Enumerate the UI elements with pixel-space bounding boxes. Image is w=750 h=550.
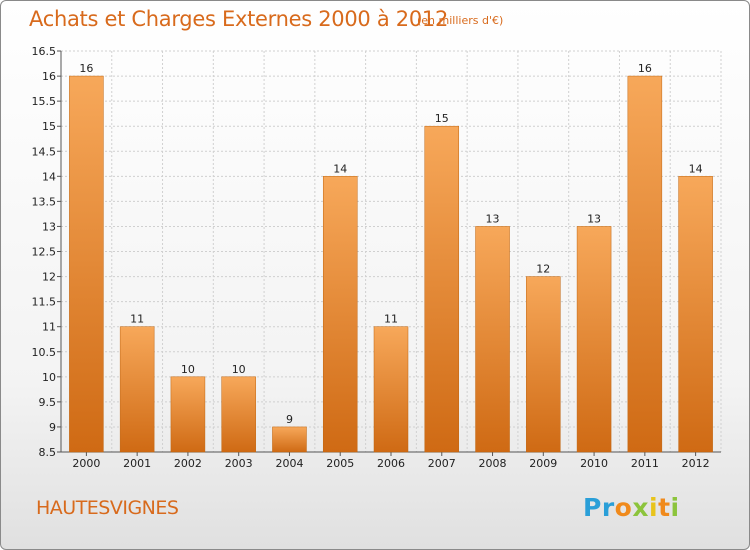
y-tick-label: 10.5 xyxy=(32,346,57,359)
value-label-2009: 12 xyxy=(536,263,550,276)
value-labels: 16 11 10 10 9 14 11 15 13 12 13 16 14 xyxy=(79,62,702,426)
bar-2007 xyxy=(424,125,460,453)
proxiti-logo: Proxiti xyxy=(583,493,680,522)
bar-2009 xyxy=(526,276,561,453)
bar-2005 xyxy=(322,176,358,453)
value-label-2011: 16 xyxy=(638,62,652,75)
y-tick-label: 13.5 xyxy=(32,195,57,208)
y-tick-label: 16 xyxy=(42,70,56,83)
x-tick-label-2011: 2011 xyxy=(631,457,659,470)
value-label-2006: 11 xyxy=(384,313,398,326)
value-label-2002: 10 xyxy=(181,363,195,376)
bar-2002 xyxy=(170,376,206,453)
chart-title: Achats et Charges Externes 2000 à 2012 xyxy=(29,7,449,31)
bar-2000 xyxy=(69,75,104,453)
bar-2006 xyxy=(373,326,409,453)
bar-2004 xyxy=(272,426,307,453)
x-tick-label-2008: 2008 xyxy=(479,457,507,470)
y-tick-label: 9 xyxy=(49,421,56,434)
y-tick-label: 14.5 xyxy=(32,145,57,158)
x-tick-label-2007: 2007 xyxy=(428,457,456,470)
y-tick-label: 8.5 xyxy=(39,446,57,459)
x-tick-label-2010: 2010 xyxy=(580,457,608,470)
value-label-2004: 9 xyxy=(286,413,293,426)
y-tick-label: 13 xyxy=(42,220,56,233)
bar-2001 xyxy=(119,326,155,453)
y-tick-label: 10 xyxy=(42,371,56,384)
value-label-2005: 14 xyxy=(333,162,347,175)
x-tick-label-2009: 2009 xyxy=(529,457,557,470)
x-tick-label-2012: 2012 xyxy=(682,457,710,470)
place-name: HAUTESVIGNES xyxy=(36,497,179,519)
bars xyxy=(69,75,713,453)
x-tick-label-2001: 2001 xyxy=(123,457,151,470)
y-tick-label: 14 xyxy=(42,170,56,183)
y-tick-label: 16.5 xyxy=(32,45,57,58)
y-tick-label: 12 xyxy=(42,271,56,284)
y-tick-label: 9.5 xyxy=(39,396,57,409)
value-label-2000: 16 xyxy=(79,62,93,75)
x-tick-label-2003: 2003 xyxy=(225,457,253,470)
bar-2010 xyxy=(576,226,612,453)
y-tick-label: 15.5 xyxy=(32,95,57,108)
bar-2008 xyxy=(475,226,510,453)
y-tick-label: 15 xyxy=(42,120,56,133)
x-tick-label-2006: 2006 xyxy=(377,457,405,470)
bar-2003 xyxy=(221,376,256,453)
value-label-2003: 10 xyxy=(232,363,246,376)
y-tick-label: 11.5 xyxy=(32,296,57,309)
y-tick-label: 11 xyxy=(42,321,56,334)
bar-2011 xyxy=(627,75,663,453)
value-label-2001: 11 xyxy=(130,313,144,326)
value-label-2010: 13 xyxy=(587,212,601,225)
x-tick-label-2005: 2005 xyxy=(326,457,354,470)
y-tick-label: 12.5 xyxy=(32,246,57,259)
x-tick-label-2002: 2002 xyxy=(174,457,202,470)
chart-unit: (en milliers d'€) xyxy=(417,14,504,27)
x-tick-label-2004: 2004 xyxy=(275,457,303,470)
value-label-2012: 14 xyxy=(689,162,703,175)
value-label-2007: 15 xyxy=(435,112,449,125)
x-tick-label-2000: 2000 xyxy=(72,457,100,470)
value-label-2008: 13 xyxy=(486,212,500,225)
bar-2012 xyxy=(678,176,713,453)
